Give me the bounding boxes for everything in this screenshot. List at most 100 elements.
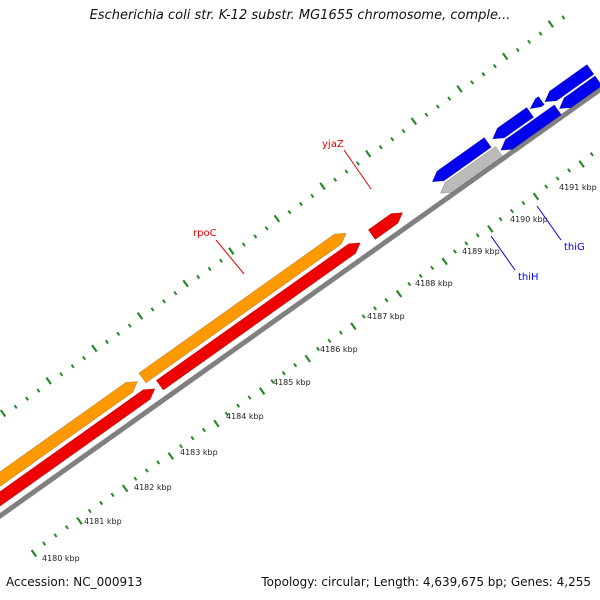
tick-mark <box>224 411 229 416</box>
feature-cds-rpoC <box>155 242 361 391</box>
feature-cds-reverse-a <box>492 106 535 140</box>
tick-mark <box>30 549 38 558</box>
tick-mark <box>82 355 87 361</box>
tick-mark <box>213 419 220 428</box>
tick-label: 4187 kbp <box>367 312 405 321</box>
footer-accession: Accession: NC_000913 <box>6 575 143 589</box>
tick-mark <box>150 307 155 312</box>
gene-leader-line <box>490 235 516 271</box>
tick-mark <box>219 258 223 263</box>
tick-mark <box>430 265 435 271</box>
tick-mark <box>355 161 360 166</box>
tick-mark <box>373 306 378 311</box>
tick-mark <box>287 209 292 215</box>
feature-cds-thiG <box>500 104 562 151</box>
tick-mark <box>578 160 585 168</box>
tick-mark <box>481 72 486 77</box>
gene-label: thiG <box>564 242 585 253</box>
tick-mark <box>91 344 98 353</box>
tick-mark <box>104 339 109 345</box>
tick-mark <box>547 20 555 28</box>
tick-mark <box>156 460 161 465</box>
tick-mark <box>344 169 349 174</box>
tick-mark <box>110 492 115 498</box>
tick-mark <box>258 387 266 395</box>
feature-cds-thiH <box>431 137 492 183</box>
tick-mark <box>201 427 206 433</box>
tick-label: 4182 kbp <box>134 483 172 492</box>
tick-mark <box>76 516 83 525</box>
tick-mark <box>127 323 132 328</box>
tick-mark <box>338 330 343 335</box>
tick-mark <box>179 444 184 449</box>
tick-mark <box>42 541 47 546</box>
tick-mark <box>241 242 246 247</box>
tick-mark <box>36 388 41 393</box>
tick-mark <box>378 145 383 150</box>
tick-mark <box>196 274 201 280</box>
tick-mark <box>589 152 594 157</box>
tick-mark <box>464 241 469 246</box>
tick-mark <box>144 468 149 473</box>
gene-leader-line <box>215 239 245 275</box>
tick-mark <box>452 249 457 254</box>
tick-mark <box>293 362 298 368</box>
tick-mark <box>270 379 275 384</box>
tick-mark <box>492 63 497 69</box>
tick-mark <box>555 176 560 181</box>
tick-mark <box>207 266 212 272</box>
tick-mark <box>253 234 258 239</box>
tick-mark <box>407 281 412 287</box>
tick-mark <box>510 208 514 214</box>
tick-label: 4181 kbp <box>84 517 122 526</box>
tick-mark <box>435 104 440 109</box>
tick-mark <box>515 47 520 53</box>
tick-mark <box>13 404 18 409</box>
tick-mark <box>401 128 406 134</box>
footer-stats: Topology: circular; Length: 4,639,675 bp… <box>261 575 591 589</box>
tick-label: 4183 kbp <box>180 448 218 457</box>
feature-gene-rpoC <box>138 232 347 384</box>
tick-mark <box>190 435 195 441</box>
tick-mark <box>333 177 338 182</box>
tick-mark <box>167 452 175 460</box>
tick-mark <box>273 214 281 223</box>
tick-mark <box>350 322 357 331</box>
feature-cds-forward <box>0 388 156 507</box>
tick-mark <box>59 372 64 377</box>
tick-mark <box>161 299 166 304</box>
tick-mark <box>424 112 429 118</box>
tick-mark <box>319 182 326 191</box>
gene-label: thiH <box>518 272 539 283</box>
tick-mark <box>521 200 526 206</box>
tick-mark <box>470 80 475 85</box>
feature-layer <box>0 64 600 520</box>
gene-leader-line <box>536 205 562 241</box>
tick-mark <box>441 257 448 266</box>
tick-mark <box>70 364 75 369</box>
feature-cds-reverse-b <box>529 96 545 110</box>
tick-mark <box>456 84 463 93</box>
tick-mark <box>64 525 69 530</box>
tick-mark <box>316 346 320 352</box>
tick-mark <box>561 15 566 20</box>
tick-mark <box>121 484 129 493</box>
tick-mark <box>236 403 241 408</box>
tick-mark <box>527 39 532 45</box>
tick-mark <box>447 96 452 101</box>
tick-mark <box>538 31 543 36</box>
tick-mark <box>390 136 395 142</box>
tick-mark <box>45 376 52 385</box>
tick-label: 4186 kbp <box>320 345 358 354</box>
gene-leader-line <box>343 149 372 190</box>
tick-mark <box>304 354 311 363</box>
tick-mark <box>418 273 423 279</box>
label-layer: 4180 kbp 4181 kbp 4182 kbp 4183 kbp 4184 kbp… <box>42 139 597 563</box>
tick-mark <box>87 508 92 514</box>
tick-layer <box>0 15 594 558</box>
tick-mark <box>247 395 252 400</box>
tick-label: 4188 kbp <box>415 279 453 288</box>
tick-mark <box>327 338 332 344</box>
feature-cds-reverse-c <box>558 75 600 109</box>
tick-mark <box>475 233 480 238</box>
